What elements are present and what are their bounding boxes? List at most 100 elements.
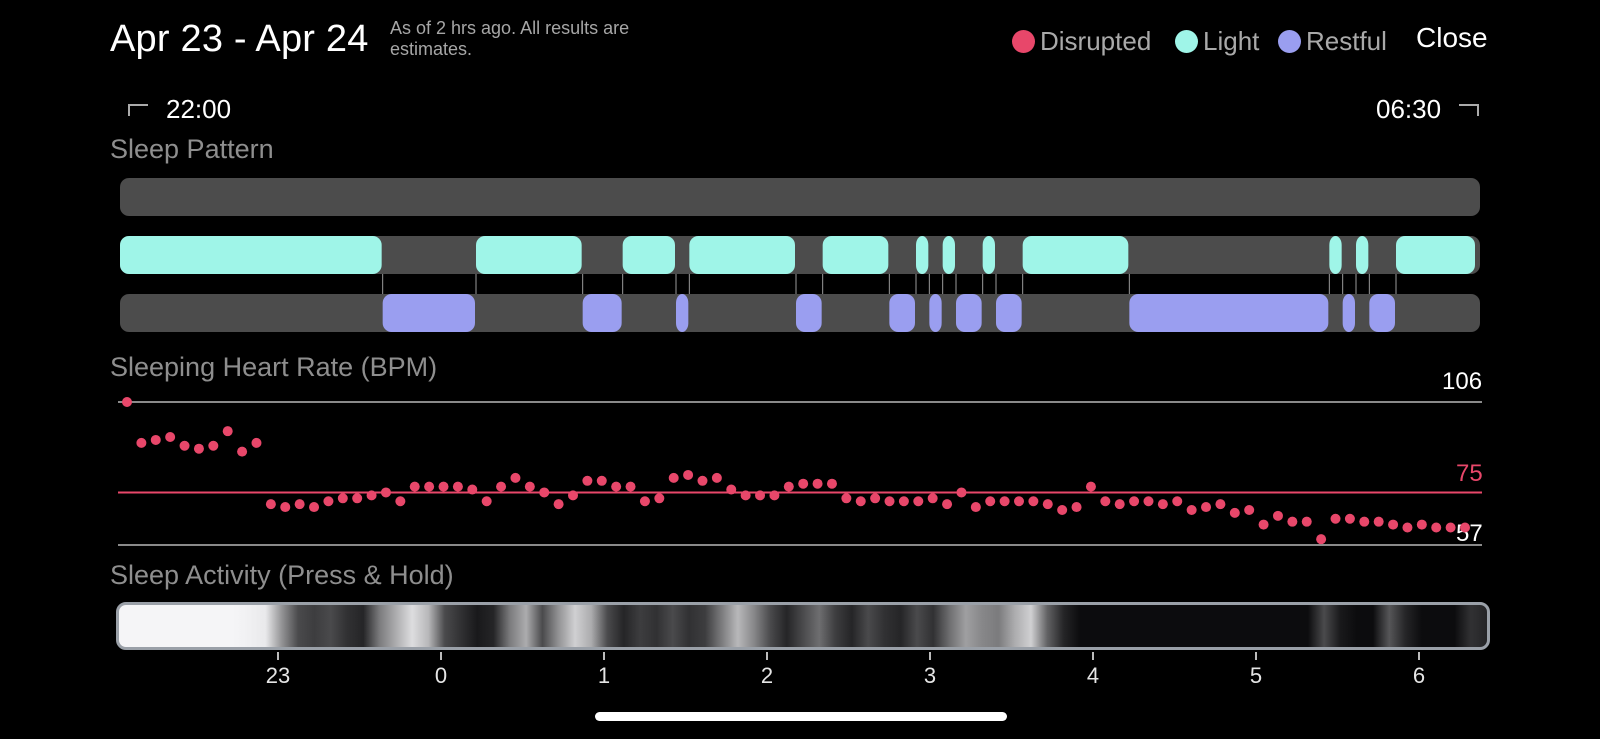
heart-rate-point <box>927 493 938 504</box>
light-segment <box>916 236 929 274</box>
heart-rate-point <box>496 481 507 492</box>
heart-rate-point <box>1100 496 1111 507</box>
sleep-pattern-label: Sleep Pattern <box>110 134 274 164</box>
heart-rate-point <box>452 481 463 492</box>
heart-rate-point <box>1143 496 1154 507</box>
heart-rate-point <box>625 481 636 492</box>
heart-rate-point <box>1272 510 1283 521</box>
legend-label: Restful <box>1306 25 1387 56</box>
heart-rate-point <box>1373 516 1384 527</box>
heart-rate-point <box>265 499 276 510</box>
home-indicator[interactable] <box>595 712 1007 721</box>
light-segment <box>689 236 795 274</box>
heart-rate-point <box>1402 522 1413 533</box>
heart-rate-point <box>769 490 780 501</box>
heart-rate-point <box>970 502 981 513</box>
light-dot-icon <box>1175 29 1198 53</box>
restful-segment <box>382 294 475 332</box>
heart-rate-point <box>481 496 492 507</box>
heart-rate-point <box>898 496 909 507</box>
min-bpm: 57 <box>1456 520 1483 547</box>
time-start: 22:00 <box>118 94 231 125</box>
legend-light: Light <box>1175 24 1259 58</box>
heart-rate-point <box>1445 522 1456 533</box>
heart-rate-point <box>1071 502 1082 513</box>
heart-rate-point <box>582 475 593 486</box>
heart-rate-point <box>424 481 435 492</box>
heart-rate-point <box>568 490 578 501</box>
heart-rate-point <box>553 499 564 510</box>
restful-segment <box>889 294 915 332</box>
tick-label: 0 <box>434 663 448 688</box>
avg-bpm: 75 <box>1456 460 1483 487</box>
results-note: As of 2 hrs ago. All results are estimat… <box>390 18 630 59</box>
tick-mark <box>929 652 931 660</box>
heart-rate-point <box>524 481 535 492</box>
legend-label: Disrupted <box>1040 25 1152 56</box>
light-segment <box>1022 236 1129 274</box>
start-time: 22:00 <box>166 94 232 124</box>
tick-label: 23 <box>265 663 291 688</box>
heart-rate-point <box>1431 522 1442 533</box>
sleep-activity-bar[interactable] <box>116 602 1490 650</box>
right-bracket-icon <box>1459 103 1480 116</box>
heart-rate-chart <box>118 397 1482 546</box>
heart-rate-point <box>467 484 478 495</box>
heart-rate-point <box>841 493 852 504</box>
heart-rate-point <box>1028 496 1039 507</box>
restful-segment <box>582 294 622 332</box>
heart-rate-point <box>999 496 1010 507</box>
heart-rate-point <box>323 496 334 507</box>
tick-label: 5 <box>1249 663 1263 688</box>
max-bpm: 106 <box>1442 368 1483 395</box>
heart-rate-point <box>193 443 204 454</box>
heart-rate-point <box>352 493 363 504</box>
heart-rate-point <box>956 487 967 498</box>
heart-rate-point <box>870 493 881 504</box>
heart-rate-point <box>1330 513 1341 524</box>
disrupted-dot-icon <box>1012 29 1035 53</box>
light-segment <box>942 236 955 274</box>
heart-rate-point <box>1157 499 1168 510</box>
restful-segment <box>996 294 1022 332</box>
heart-rate-point <box>812 478 823 489</box>
heart-rate-point <box>1359 516 1370 527</box>
heart-rate-point <box>1316 534 1327 545</box>
heart-rate-point <box>783 481 794 492</box>
heart-rate-point <box>1244 504 1255 515</box>
heart-rate-point <box>409 481 420 492</box>
heart-rate-point <box>1085 481 1096 492</box>
heart-rate-point <box>884 496 895 507</box>
restful-dot-icon <box>1278 29 1301 53</box>
tick-mark <box>1418 652 1420 660</box>
heart-rate-point <box>1460 522 1470 533</box>
heart-rate-point <box>1416 519 1427 530</box>
heart-rate-point <box>683 469 694 480</box>
heart-rate-point <box>798 478 809 489</box>
heart-rate-point <box>855 496 866 507</box>
heart-rate-point <box>179 440 190 451</box>
heart-rate-point <box>611 481 622 492</box>
disrupted-track <box>120 178 1480 216</box>
sleep-activity-label[interactable]: Sleep Activity (Press & Hold) <box>110 560 454 590</box>
heart-rate-point <box>1042 499 1053 510</box>
legend-restful: Restful <box>1278 24 1387 58</box>
light-segment <box>1356 236 1369 274</box>
heart-rate-point <box>294 499 305 510</box>
tick-label: 2 <box>760 663 774 688</box>
light-segment <box>822 236 889 274</box>
light-segment <box>120 236 382 274</box>
tick-mark <box>440 652 442 660</box>
tick-label: 4 <box>1086 663 1100 688</box>
close-button[interactable]: Close <box>1416 22 1488 53</box>
sleep-pattern-chart <box>120 236 1475 332</box>
heart-rate-point <box>1258 519 1269 530</box>
tick-mark <box>1092 652 1094 660</box>
heart-rate-point <box>755 490 766 501</box>
tick-label: 3 <box>923 663 937 688</box>
heart-rate-point <box>913 496 924 507</box>
heart-rate-point <box>208 440 219 451</box>
heart-rate-point <box>1201 502 1212 513</box>
left-bracket-icon <box>128 103 148 116</box>
tick-label: 1 <box>597 663 611 688</box>
